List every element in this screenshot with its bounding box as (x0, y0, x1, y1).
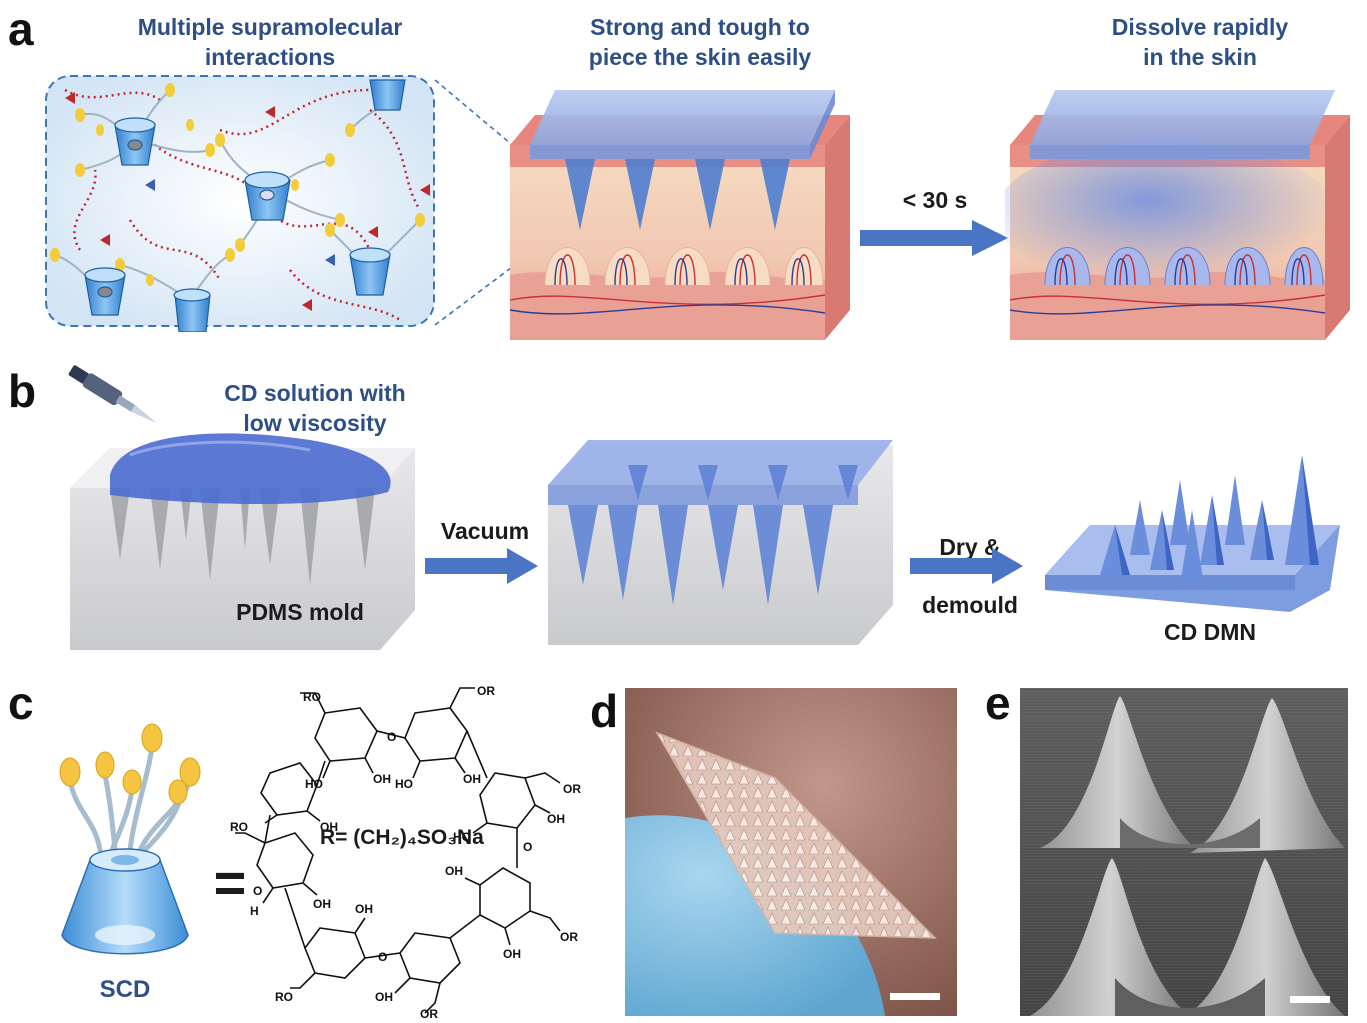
r-group-formula: R= (CH₂)₄SO₃Na (320, 826, 484, 849)
time-label: < 30 s (902, 187, 968, 213)
vacuum-arrow (425, 548, 538, 584)
chem-h-1: H (250, 904, 259, 918)
chem-ho-2: HO (395, 777, 413, 791)
dry-demould-label: Dry & demould (922, 534, 1018, 618)
equals-sign: = (213, 851, 247, 914)
chem-ro-2: RO (275, 990, 293, 1004)
panel-letter-a: a (8, 3, 34, 55)
panel-letter-b: b (8, 365, 37, 417)
chem-oh-3: OH (547, 812, 565, 826)
cyclodextrin-chemical-structure: RO OR OR OR OR RO RO OH HO OH HO HO OH O… (230, 684, 581, 1020)
chem-oh-1: OH (373, 772, 391, 786)
scd-molecule-illustration (59, 723, 201, 955)
dmn-photograph (625, 688, 957, 1016)
dry-demould-arrow (910, 548, 1023, 584)
dissolve-arrow (860, 220, 1008, 256)
cd-dmn-array (1045, 455, 1340, 612)
chem-oh-7: OH (355, 902, 373, 916)
chem-or-3: OR (560, 930, 578, 944)
sem-micrograph (1020, 688, 1348, 1016)
skin-dissolved-microneedles (1005, 90, 1350, 340)
pdms-mold-with-solution (70, 433, 415, 650)
chem-oh-8: OH (313, 897, 331, 911)
chem-o-2: O (523, 840, 532, 854)
chem-o-4: O (253, 884, 262, 898)
supramolecular-network-illustration (45, 75, 435, 332)
skin-with-microneedles (509, 90, 850, 340)
chem-or-1: OR (477, 684, 495, 698)
caption-supramolecular-interactions: Multiple supramolecular interactions (137, 14, 403, 70)
chem-or-2: OR (563, 782, 581, 796)
chem-ho-3: HO (453, 830, 471, 844)
chem-o-3: O (378, 950, 387, 964)
chem-oh-2: OH (463, 772, 481, 786)
panel-letter-e: e (985, 677, 1011, 729)
chem-oh-9: OH (320, 820, 338, 834)
cd-dmn-label: CD DMN (1164, 619, 1256, 645)
scd-label: SCD (99, 976, 151, 1003)
chem-oh-6: OH (375, 990, 393, 1004)
pdms-mold-label: PDMS mold (236, 599, 364, 625)
caption-dissolve-rapidly: Dissolve rapidly in the skin (1111, 14, 1289, 70)
vacuum-label: Vacuum (440, 518, 530, 544)
panel-letter-d: d (590, 685, 619, 737)
chem-ro-3: RO (230, 820, 248, 834)
chem-oh-4: OH (445, 864, 463, 878)
caption-strong-tough: Strong and tough to piece the skin easil… (588, 14, 812, 70)
chem-ro-1: RO (303, 690, 321, 704)
pipette-icon (68, 365, 157, 424)
chem-ho-1: HO (305, 777, 323, 791)
chem-or-4: OR (420, 1007, 438, 1020)
panel-letter-c: c (8, 677, 34, 729)
filled-mold (548, 440, 893, 645)
chem-o-1: O (387, 730, 396, 744)
chem-oh-5: OH (503, 947, 521, 961)
caption-cd-solution: CD solution with low viscosity (224, 380, 406, 436)
